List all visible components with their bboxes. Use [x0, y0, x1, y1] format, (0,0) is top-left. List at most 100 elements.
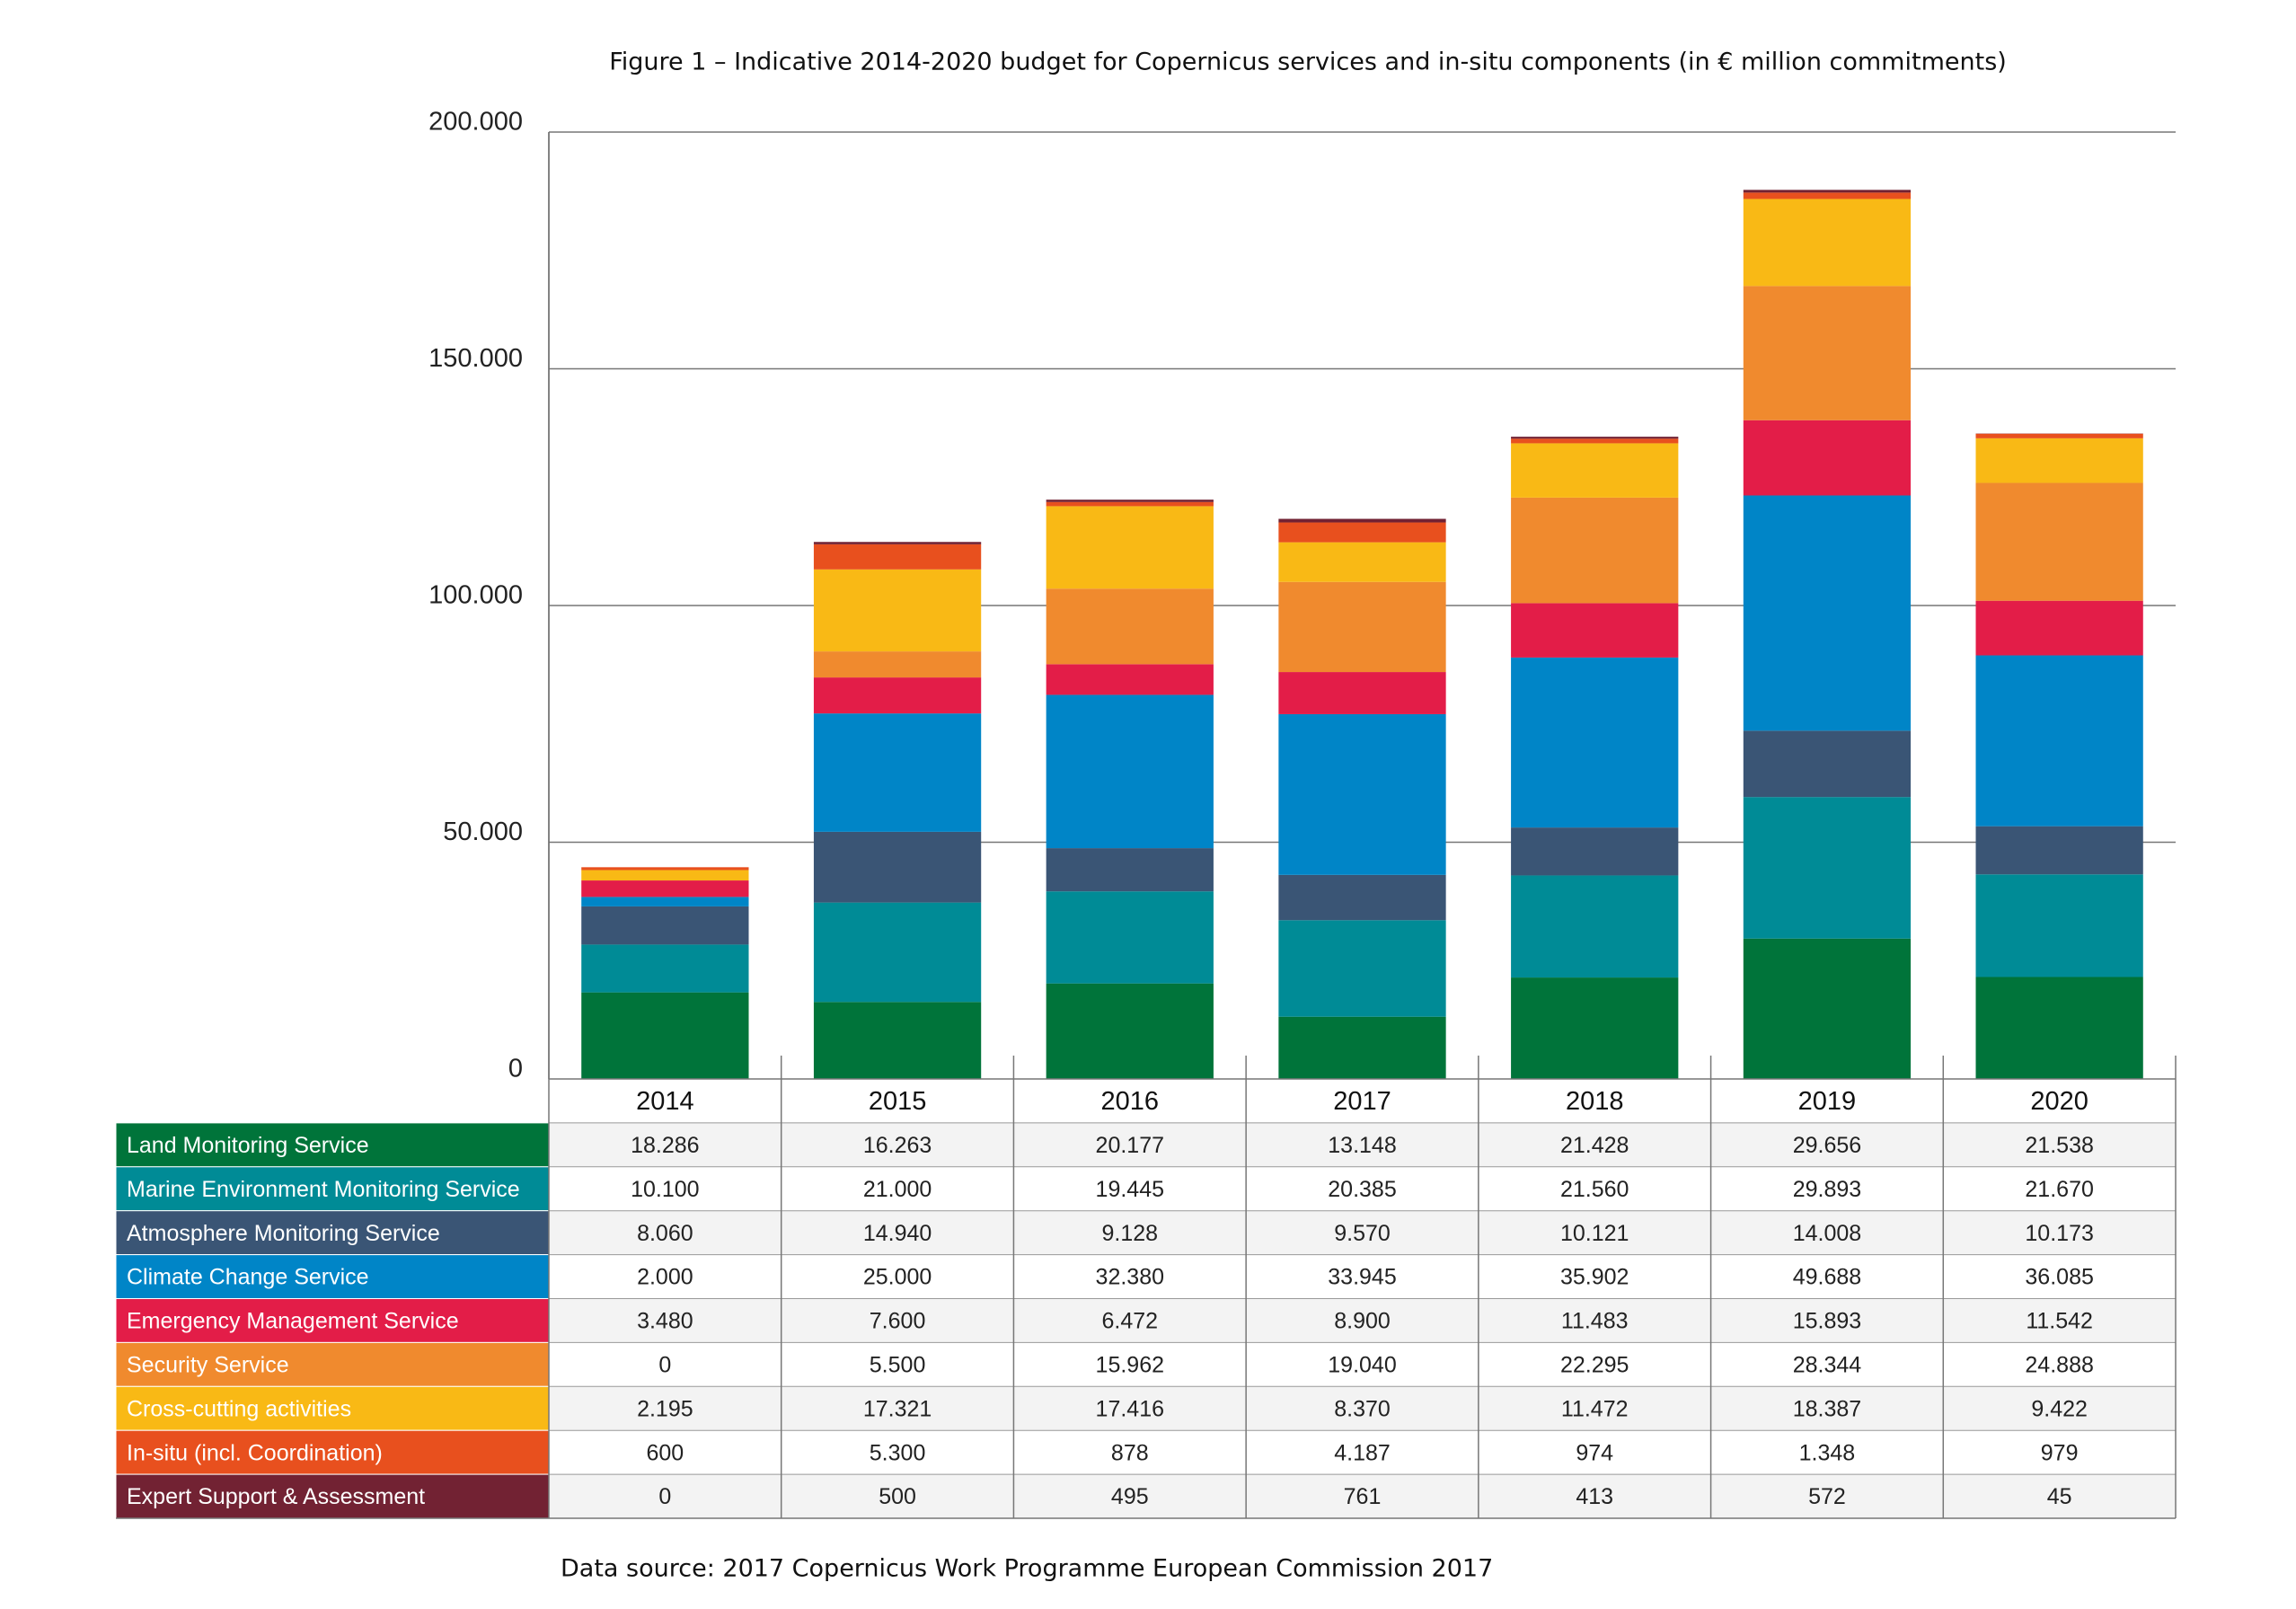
table-cell: 0 — [658, 1484, 671, 1509]
bar-segment — [581, 992, 749, 1079]
legend-label: Expert Support & Assessment — [127, 1484, 425, 1509]
table-cell: 413 — [1576, 1484, 1613, 1509]
bar-segment — [1278, 672, 1446, 714]
table-cell: 600 — [646, 1440, 684, 1465]
bar-segment — [813, 569, 982, 652]
bar-segment — [1046, 664, 1214, 695]
bar-segment — [1743, 199, 1912, 287]
table-cell: 21.538 — [2025, 1133, 2093, 1158]
bar-segment — [813, 902, 982, 1003]
table-cell: 8.900 — [1334, 1309, 1391, 1334]
table-cell: 11.542 — [2026, 1309, 2093, 1334]
bar-segment — [1975, 433, 2143, 438]
bar-segment — [1743, 420, 1912, 496]
table-cell: 11.483 — [1561, 1309, 1629, 1334]
table-cell: 11.472 — [1561, 1396, 1629, 1421]
row-label-bg — [115, 1210, 550, 1256]
y-tick-label: 0 — [508, 1055, 523, 1083]
table-cell: 21.560 — [1560, 1177, 1629, 1202]
table-cell: 18.387 — [1793, 1396, 1861, 1421]
table-cell: 2.000 — [637, 1265, 693, 1290]
table-cell: 8.370 — [1334, 1396, 1391, 1421]
table-cell: 17.321 — [863, 1396, 932, 1421]
table-row-bg — [549, 1210, 2176, 1255]
bar-segment — [1511, 977, 1679, 1079]
table-cell: 29.656 — [1793, 1133, 1861, 1158]
table-cell: 979 — [2041, 1440, 2079, 1465]
legend-label: Cross-cutting activities — [127, 1396, 351, 1421]
bar-segment — [1046, 499, 1214, 502]
table-cell: 13.148 — [1328, 1133, 1396, 1158]
row-label-bg — [115, 1122, 550, 1168]
table-cell: 33.945 — [1328, 1265, 1396, 1290]
table-row-bg — [549, 1386, 2176, 1431]
table-cell: 28.344 — [1793, 1352, 1862, 1377]
bar-segment — [1743, 797, 1912, 939]
bar-segment — [1743, 938, 1912, 1079]
bar-segment — [1046, 848, 1214, 892]
bar-segment — [1046, 506, 1214, 589]
bar-segment — [581, 867, 749, 871]
table-cell: 35.902 — [1560, 1265, 1629, 1290]
bar-segment — [813, 542, 982, 544]
table-row-bg — [549, 1474, 2176, 1518]
table-cell: 19.445 — [1096, 1177, 1164, 1202]
table-cell: 15.893 — [1793, 1309, 1861, 1334]
table-cell: 16.263 — [863, 1133, 932, 1158]
bar-segment — [1046, 501, 1214, 507]
bar-segment — [1511, 603, 1679, 658]
bar-segment — [1743, 190, 1912, 193]
bar-segment — [1743, 495, 1912, 731]
table-cell: 21.428 — [1560, 1133, 1629, 1158]
bar-segment — [1278, 522, 1446, 543]
table-cell: 9.128 — [1102, 1221, 1159, 1246]
table-row-bg — [549, 1298, 2176, 1343]
y-tick-label: 100.000 — [428, 581, 523, 610]
table-cell: 0 — [658, 1352, 671, 1377]
bar-segment — [1511, 438, 1679, 444]
table-cell: 10.100 — [631, 1177, 699, 1202]
table-row-bg — [549, 1122, 2176, 1167]
bar-segment — [1975, 482, 2143, 601]
table-cell: 24.888 — [2025, 1352, 2093, 1377]
row-label-bg — [115, 1473, 550, 1519]
bar-segment — [1743, 192, 1912, 199]
table-cell: 495 — [1111, 1484, 1149, 1509]
legend-label: Climate Change Service — [127, 1265, 369, 1290]
bar-segment — [581, 880, 749, 897]
table-cell: 9.422 — [2031, 1396, 2088, 1421]
table-cell: 21.670 — [2025, 1177, 2093, 1202]
bar-segment — [813, 831, 982, 903]
table-cell: 14.940 — [863, 1221, 932, 1246]
table-cell: 4.187 — [1334, 1440, 1391, 1465]
bar-segment — [1046, 891, 1214, 984]
table-cell: 9.570 — [1334, 1221, 1391, 1246]
bar-segment — [1511, 437, 1679, 439]
x-tick-label: 2014 — [636, 1087, 694, 1116]
bar-segment — [1511, 497, 1679, 604]
bar-segment — [813, 544, 982, 570]
bar-segment — [581, 897, 749, 906]
bar-segment — [813, 677, 982, 714]
legend-label: Marine Environment Monitoring Service — [127, 1177, 520, 1202]
table-cell: 29.893 — [1793, 1177, 1861, 1202]
bar-segment — [1511, 657, 1679, 828]
bar-segment — [1511, 827, 1679, 876]
bar-segment — [1975, 826, 2143, 875]
x-tick-label: 2017 — [1333, 1087, 1391, 1116]
bar-segment — [1278, 581, 1446, 673]
bar-segment — [581, 870, 749, 881]
bar-segment — [1278, 713, 1446, 875]
table-cell: 32.380 — [1096, 1265, 1164, 1290]
bar-segment — [1278, 920, 1446, 1017]
bar-segment — [1046, 588, 1214, 665]
y-tick-label: 50.000 — [443, 818, 523, 846]
table-cell: 5.500 — [870, 1352, 926, 1377]
table-cell: 14.008 — [1793, 1221, 1861, 1246]
legend-label: Land Monitoring Service — [127, 1133, 369, 1158]
y-tick-label: 150.000 — [428, 344, 523, 373]
x-tick-label: 2016 — [1101, 1087, 1160, 1116]
table-cell: 761 — [1344, 1484, 1382, 1509]
bar-segment — [1975, 655, 2143, 827]
